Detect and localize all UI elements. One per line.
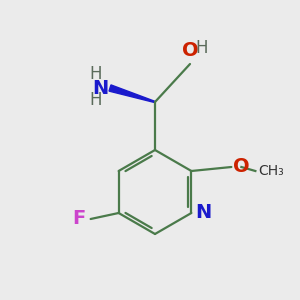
Text: N: N (92, 79, 108, 98)
Text: F: F (72, 209, 85, 229)
Text: O: O (233, 158, 250, 176)
Text: H: H (196, 39, 208, 57)
Text: CH₃: CH₃ (258, 164, 284, 178)
Text: N: N (195, 203, 212, 223)
Text: H: H (90, 91, 102, 109)
Polygon shape (109, 85, 155, 103)
Text: H: H (90, 65, 102, 83)
Text: O: O (182, 41, 198, 60)
